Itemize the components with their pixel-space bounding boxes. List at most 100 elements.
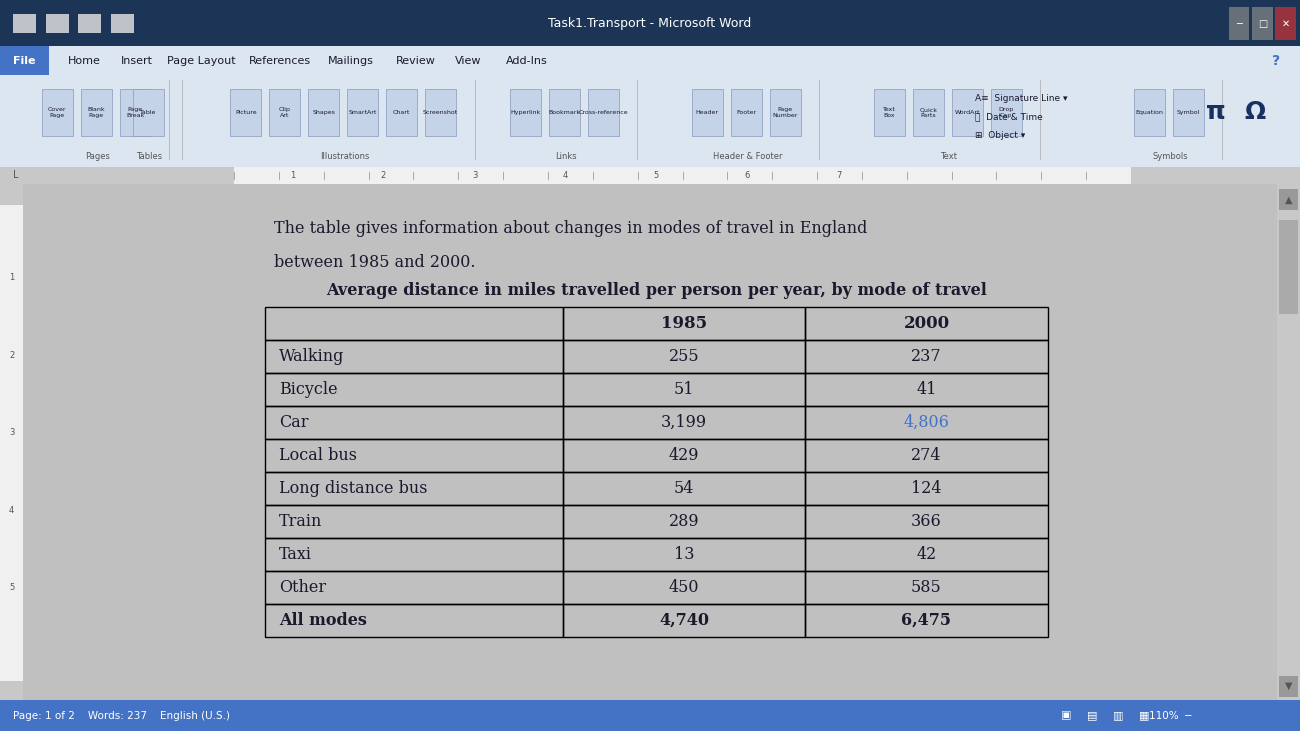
Text: ▤: ▤ <box>1087 711 1097 721</box>
Text: π: π <box>1205 100 1226 124</box>
Text: 4,806: 4,806 <box>903 414 949 431</box>
Text: Picture: Picture <box>235 110 256 115</box>
Text: Taxi: Taxi <box>280 546 312 563</box>
Text: Tables: Tables <box>136 152 162 161</box>
Text: 5: 5 <box>9 583 14 592</box>
Bar <box>1173 89 1204 136</box>
Text: Insert: Insert <box>121 56 152 67</box>
Text: ✕: ✕ <box>1282 19 1290 29</box>
Bar <box>805 340 1048 373</box>
Text: 📅  Date & Time: 📅 Date & Time <box>975 113 1043 121</box>
Bar <box>265 538 563 571</box>
Bar <box>13 15 36 33</box>
Text: Page Layout: Page Layout <box>168 56 235 67</box>
Text: between 1985 and 2000.: between 1985 and 2000. <box>274 254 476 271</box>
Text: 3,199: 3,199 <box>660 414 707 431</box>
Bar <box>265 306 563 340</box>
Bar <box>1252 7 1273 40</box>
Text: Bicycle: Bicycle <box>280 381 338 398</box>
Text: 237: 237 <box>911 347 941 365</box>
Text: ▼: ▼ <box>1284 681 1292 692</box>
Text: 3: 3 <box>9 428 14 437</box>
Text: Car: Car <box>280 414 308 431</box>
Text: Add-Ins: Add-Ins <box>506 56 547 67</box>
Bar <box>563 604 805 637</box>
Bar <box>563 538 805 571</box>
Text: Links: Links <box>555 152 576 161</box>
Bar <box>952 89 983 136</box>
Bar <box>563 340 805 373</box>
Text: 450: 450 <box>668 579 699 596</box>
Bar <box>692 89 723 136</box>
Bar <box>805 406 1048 439</box>
Text: A≡  Signature Line ▾: A≡ Signature Line ▾ <box>975 94 1067 103</box>
Bar <box>563 504 805 538</box>
Text: 7: 7 <box>836 171 841 180</box>
Bar <box>1134 89 1165 136</box>
Bar <box>265 340 563 373</box>
Text: 255: 255 <box>668 347 699 365</box>
Bar <box>549 89 580 136</box>
Text: ▲: ▲ <box>1284 194 1292 205</box>
Bar <box>347 89 378 136</box>
Bar <box>1228 7 1249 40</box>
Text: 1985: 1985 <box>660 314 707 332</box>
Text: 289: 289 <box>668 512 699 530</box>
Text: Blank
Page: Blank Page <box>87 107 105 118</box>
Text: Page
Break: Page Break <box>126 107 144 118</box>
Text: Screenshot: Screenshot <box>422 110 459 115</box>
Text: 6,475: 6,475 <box>901 612 952 629</box>
Bar <box>563 373 805 406</box>
Text: 4,740: 4,740 <box>659 612 709 629</box>
Text: Shapes: Shapes <box>312 110 335 115</box>
Text: Cover
Page: Cover Page <box>48 107 66 118</box>
Text: Table: Table <box>140 110 156 115</box>
Bar <box>81 89 112 136</box>
Text: 3: 3 <box>472 171 477 180</box>
Text: 2: 2 <box>381 171 386 180</box>
Bar <box>770 89 801 136</box>
Bar <box>269 89 300 136</box>
Text: ⊞  Object ▾: ⊞ Object ▾ <box>975 131 1026 140</box>
Bar <box>563 571 805 604</box>
Text: Chart: Chart <box>393 110 411 115</box>
Bar <box>1279 676 1297 697</box>
Bar <box>308 89 339 136</box>
Bar <box>1279 189 1297 210</box>
Bar <box>563 439 805 471</box>
Bar <box>265 504 563 538</box>
Text: ▥: ▥ <box>1113 711 1123 721</box>
Bar <box>265 439 563 471</box>
Text: Average distance in miles travelled per person per year, by mode of travel: Average distance in miles travelled per … <box>326 282 987 299</box>
Text: 41: 41 <box>916 381 937 398</box>
Text: 429: 429 <box>668 447 699 463</box>
Bar <box>805 538 1048 571</box>
Text: Cross-reference: Cross-reference <box>578 110 628 115</box>
Bar <box>133 89 164 136</box>
Bar <box>46 15 69 33</box>
Text: 366: 366 <box>911 512 942 530</box>
Text: Bookmark: Bookmark <box>549 110 580 115</box>
Text: Mailings: Mailings <box>328 56 374 67</box>
Bar <box>913 89 944 136</box>
Text: 4: 4 <box>9 506 14 515</box>
Bar <box>563 306 805 340</box>
Text: Local bus: Local bus <box>280 447 356 463</box>
Bar <box>805 439 1048 471</box>
Bar <box>265 471 563 504</box>
Bar <box>265 373 563 406</box>
Bar <box>42 89 73 136</box>
Text: Symbols: Symbols <box>1152 152 1188 161</box>
Text: The table gives information about changes in modes of travel in England: The table gives information about change… <box>274 220 867 238</box>
Bar <box>805 373 1048 406</box>
Text: References: References <box>248 56 311 67</box>
Text: 274: 274 <box>911 447 941 463</box>
Bar <box>991 89 1022 136</box>
Text: Ω: Ω <box>1244 100 1265 124</box>
Bar <box>805 306 1048 340</box>
Bar <box>265 406 563 439</box>
Text: Drop
Cap: Drop Cap <box>998 107 1014 118</box>
Text: 6: 6 <box>745 171 750 180</box>
Bar <box>425 89 456 136</box>
Text: Hyperlink: Hyperlink <box>510 110 541 115</box>
